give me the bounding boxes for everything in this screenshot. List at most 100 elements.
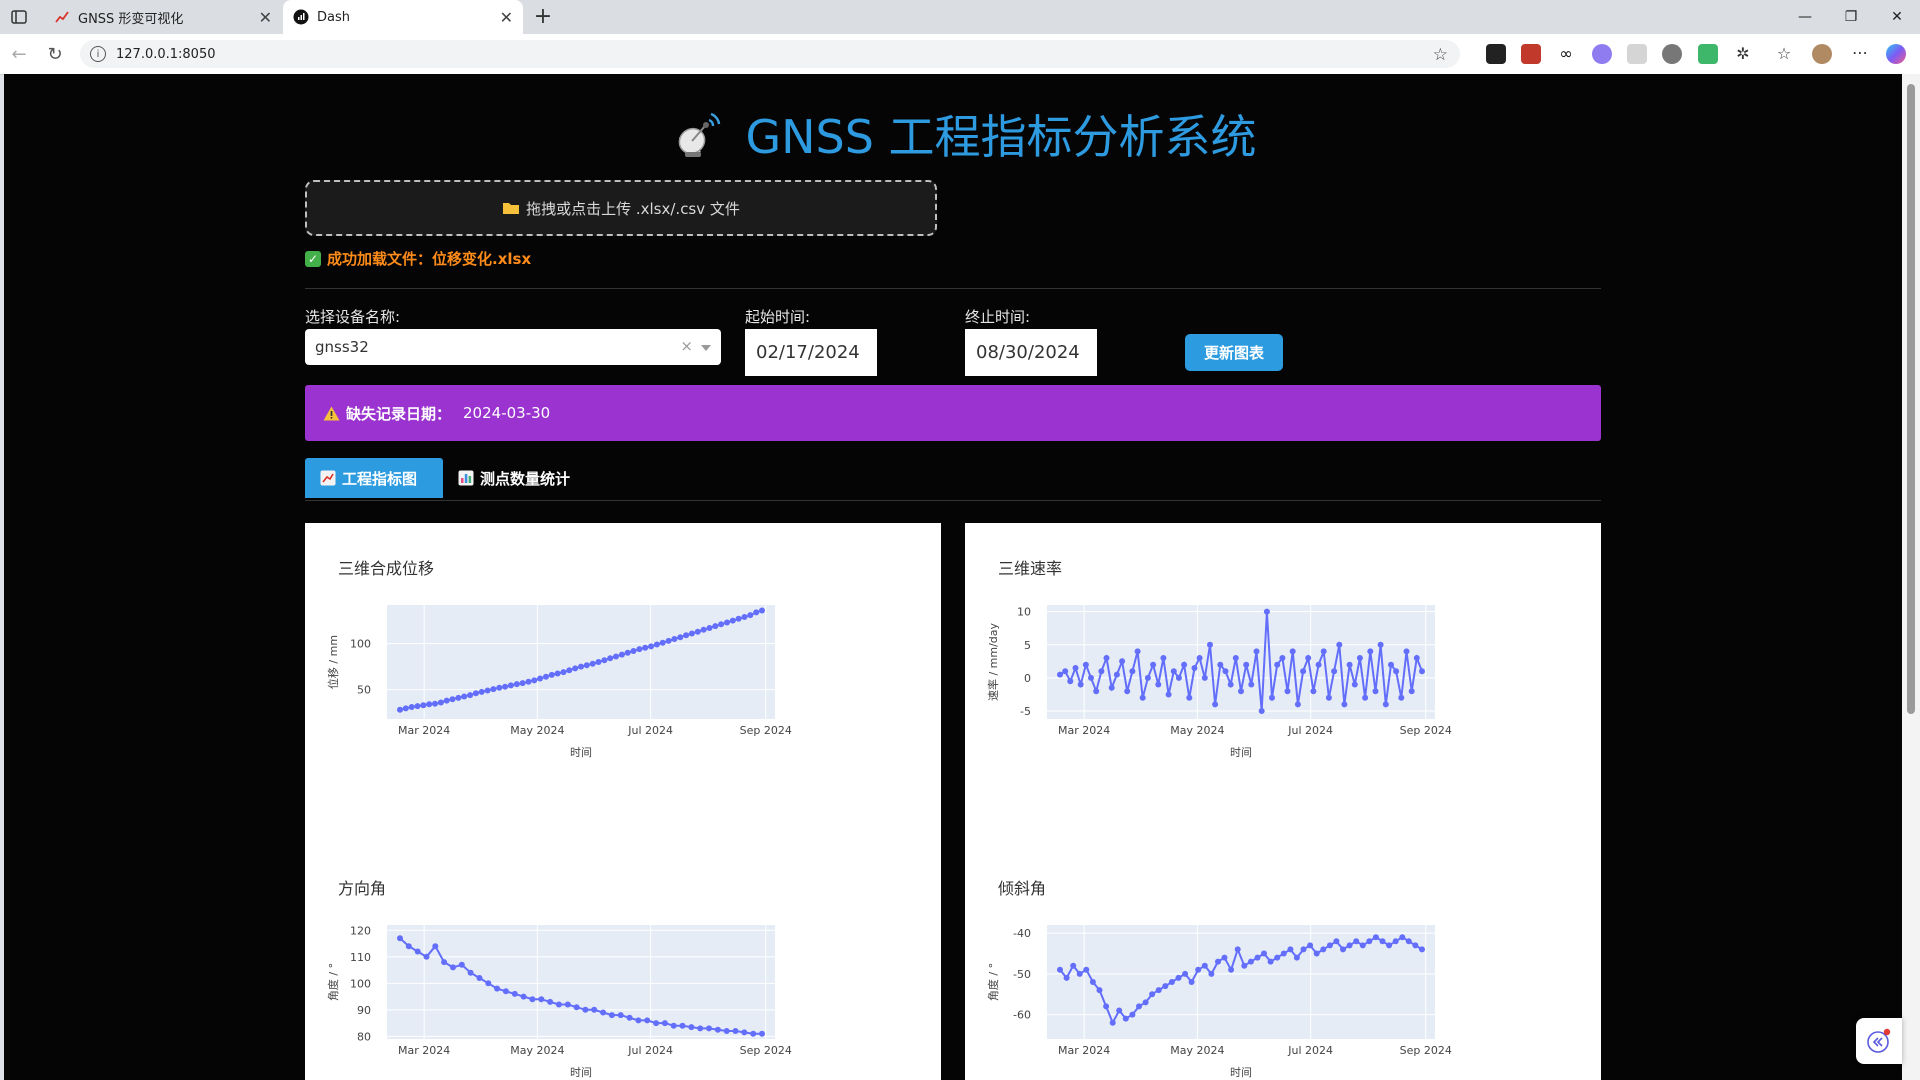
- data-point[interactable]: [511, 990, 518, 997]
- data-point[interactable]: [624, 649, 631, 656]
- data-point[interactable]: [677, 634, 684, 641]
- data-point[interactable]: [450, 964, 456, 971]
- data-point[interactable]: [502, 988, 509, 995]
- data-point[interactable]: [467, 969, 474, 976]
- end-date-input[interactable]: 08/30/2024: [965, 329, 1097, 376]
- data-point[interactable]: [759, 1030, 765, 1037]
- extension-document-icon[interactable]: [1627, 44, 1647, 64]
- data-point[interactable]: [502, 683, 509, 690]
- data-point[interactable]: [618, 651, 625, 658]
- data-point[interactable]: [1149, 991, 1156, 998]
- data-point[interactable]: [759, 607, 765, 614]
- data-point[interactable]: [1116, 1007, 1123, 1014]
- data-point[interactable]: [426, 701, 433, 708]
- data-point[interactable]: [467, 692, 474, 699]
- data-point[interactable]: [626, 1014, 633, 1021]
- data-point[interactable]: [591, 1006, 598, 1013]
- data-point[interactable]: [1108, 684, 1115, 691]
- data-point[interactable]: [1144, 674, 1151, 681]
- data-point[interactable]: [573, 1004, 580, 1011]
- extension-badge-icon[interactable]: [1662, 44, 1682, 64]
- data-point[interactable]: [700, 626, 707, 633]
- data-point[interactable]: [1062, 668, 1069, 675]
- data-point[interactable]: [1072, 665, 1079, 671]
- data-point[interactable]: [1419, 946, 1425, 953]
- data-point[interactable]: [688, 630, 695, 637]
- data-point[interactable]: [1279, 655, 1286, 661]
- data-point[interactable]: [1119, 658, 1126, 665]
- data-point[interactable]: [1326, 942, 1333, 949]
- data-point[interactable]: [1336, 641, 1343, 648]
- extension-pen-icon[interactable]: [1592, 44, 1612, 64]
- data-point[interactable]: [747, 612, 754, 619]
- data-point[interactable]: [1232, 655, 1239, 661]
- site-info-icon[interactable]: i: [90, 46, 106, 62]
- data-point[interactable]: [1162, 983, 1169, 990]
- data-point[interactable]: [414, 703, 421, 710]
- data-point[interactable]: [608, 1012, 615, 1019]
- data-point[interactable]: [630, 648, 637, 654]
- data-point[interactable]: [1284, 688, 1291, 695]
- data-point[interactable]: [1366, 938, 1373, 945]
- data-point[interactable]: [1196, 655, 1203, 661]
- tab-actions-icon[interactable]: [10, 8, 28, 26]
- data-point[interactable]: [1129, 668, 1136, 675]
- data-point[interactable]: [1215, 958, 1221, 965]
- update-chart-button[interactable]: 更新图表: [1185, 334, 1283, 371]
- data-point[interactable]: [1294, 701, 1301, 708]
- data-point[interactable]: [1098, 668, 1105, 675]
- data-point[interactable]: [520, 993, 527, 1000]
- data-point[interactable]: [1150, 661, 1157, 668]
- data-point[interactable]: [1333, 938, 1340, 945]
- data-point[interactable]: [1372, 934, 1379, 941]
- data-point[interactable]: [665, 637, 672, 644]
- data-point[interactable]: [659, 639, 666, 646]
- data-point[interactable]: [1305, 655, 1312, 661]
- data-point[interactable]: [560, 669, 567, 676]
- data-point[interactable]: [1280, 950, 1287, 957]
- data-point[interactable]: [1289, 648, 1296, 655]
- data-point[interactable]: [714, 1026, 721, 1033]
- device-dropdown[interactable]: gnss32 ×: [305, 329, 721, 365]
- data-point[interactable]: [1228, 966, 1235, 973]
- data-point[interactable]: [519, 680, 526, 687]
- extension-chart-icon[interactable]: [1486, 44, 1506, 64]
- inclination-chart[interactable]: Mar 2024 May 2024 Jul 2024 Sep 2024 -40 -50 -6…: [965, 913, 1601, 1080]
- data-point[interactable]: [1134, 648, 1141, 655]
- data-point[interactable]: [538, 996, 545, 1003]
- data-point[interactable]: [566, 667, 573, 674]
- data-point[interactable]: [437, 699, 444, 706]
- data-point[interactable]: [1408, 688, 1415, 695]
- data-point[interactable]: [1293, 954, 1300, 961]
- data-point[interactable]: [548, 671, 555, 678]
- tab-engineering-metrics[interactable]: 工程指标图: [305, 458, 443, 498]
- tab-point-statistics[interactable]: 测点数量统计: [443, 458, 593, 498]
- data-point[interactable]: [1168, 979, 1175, 985]
- data-point[interactable]: [582, 1006, 589, 1013]
- data-point[interactable]: [1170, 668, 1177, 675]
- data-point[interactable]: [1155, 681, 1162, 688]
- data-point[interactable]: [1379, 938, 1386, 945]
- data-point[interactable]: [578, 663, 584, 670]
- scrollbar-thumb[interactable]: [1907, 84, 1915, 714]
- data-point[interactable]: [642, 644, 649, 651]
- data-point[interactable]: [402, 705, 409, 712]
- data-point[interactable]: [1093, 688, 1100, 695]
- data-point[interactable]: [1077, 681, 1084, 688]
- data-point[interactable]: [706, 625, 713, 631]
- data-point[interactable]: [1113, 671, 1120, 678]
- data-point[interactable]: [472, 690, 479, 697]
- data-point[interactable]: [423, 953, 430, 960]
- data-point[interactable]: [1320, 648, 1327, 655]
- data-point[interactable]: [1195, 966, 1202, 973]
- data-point[interactable]: [1160, 655, 1167, 661]
- data-point[interactable]: [607, 655, 614, 662]
- data-point[interactable]: [712, 623, 719, 630]
- data-point[interactable]: [1261, 950, 1267, 957]
- data-point[interactable]: [1403, 648, 1410, 655]
- data-point[interactable]: [1351, 681, 1358, 688]
- data-point[interactable]: [1254, 954, 1261, 961]
- data-point[interactable]: [461, 693, 468, 700]
- data-point[interactable]: [1359, 942, 1366, 949]
- data-point[interactable]: [1139, 694, 1146, 701]
